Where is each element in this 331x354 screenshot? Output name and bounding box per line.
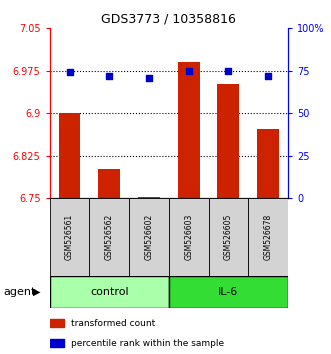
FancyBboxPatch shape: [50, 198, 89, 276]
Text: GSM526605: GSM526605: [224, 214, 233, 261]
Text: ▶: ▶: [33, 287, 41, 297]
Text: GSM526561: GSM526561: [65, 214, 74, 260]
Bar: [257, 129, 279, 198]
Bar: [138, 197, 160, 198]
Text: GSM526562: GSM526562: [105, 214, 114, 260]
Title: GDS3773 / 10358816: GDS3773 / 10358816: [101, 13, 236, 26]
FancyBboxPatch shape: [50, 276, 169, 308]
Point: [186, 68, 191, 74]
Text: GSM526678: GSM526678: [263, 214, 273, 260]
FancyBboxPatch shape: [129, 198, 169, 276]
Text: control: control: [90, 287, 128, 297]
Text: IL-6: IL-6: [218, 287, 239, 297]
Point: [226, 68, 231, 74]
FancyBboxPatch shape: [169, 276, 288, 308]
Bar: [50, 319, 64, 327]
FancyBboxPatch shape: [89, 198, 129, 276]
FancyBboxPatch shape: [209, 198, 248, 276]
Bar: [50, 339, 64, 347]
Point: [146, 75, 152, 80]
Text: transformed count: transformed count: [71, 319, 155, 328]
Point: [67, 70, 72, 75]
Point: [265, 73, 271, 79]
FancyBboxPatch shape: [248, 198, 288, 276]
Text: GSM526603: GSM526603: [184, 214, 193, 261]
FancyBboxPatch shape: [169, 198, 209, 276]
Point: [107, 73, 112, 79]
Text: percentile rank within the sample: percentile rank within the sample: [71, 339, 224, 348]
Bar: [59, 113, 80, 198]
Bar: [217, 84, 239, 198]
Bar: [178, 62, 200, 198]
Bar: [98, 169, 120, 198]
Text: GSM526602: GSM526602: [144, 214, 154, 260]
Text: agent: agent: [3, 287, 36, 297]
